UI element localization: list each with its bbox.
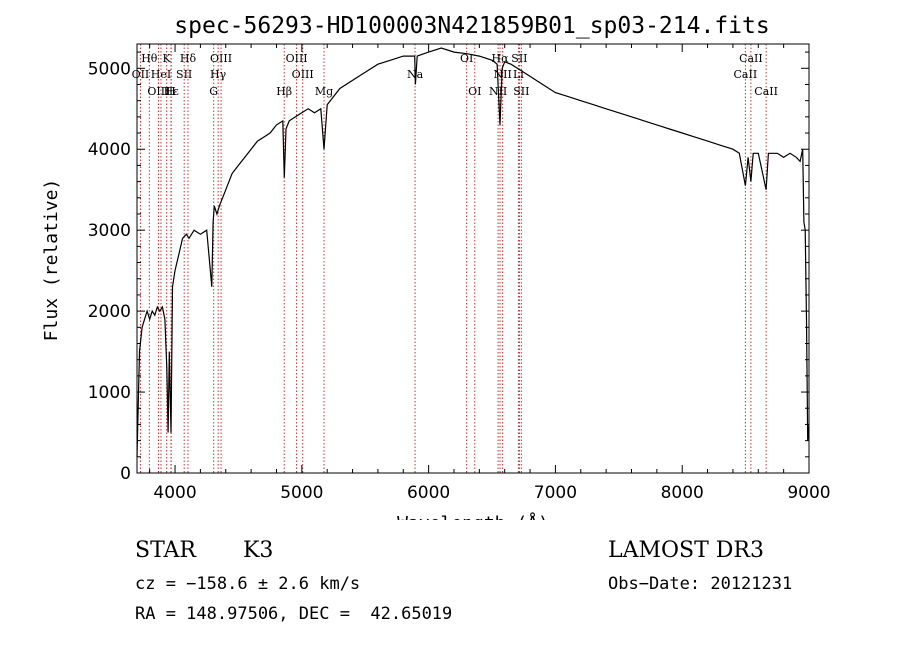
x-tick-label-1: 5000 [280, 483, 323, 503]
line-markers [139, 44, 767, 473]
marker-label-26: SII [513, 85, 529, 98]
marker-label-5: OI [460, 52, 473, 65]
marker-label-23: Mg [315, 85, 333, 98]
redshift-cz: cz = −158.6 ± 2.6 km/s [135, 574, 361, 594]
x-axis-label: Wavelength (Å) [397, 512, 549, 520]
marker-label-4: OIII [286, 52, 308, 65]
y-tick-label-1: 1000 [88, 383, 131, 403]
marker-label-3: OIII [210, 52, 232, 65]
spectrum-line [136, 47, 810, 457]
y-tick-label-3: 3000 [88, 221, 131, 241]
object-subclass: K3 [243, 538, 274, 563]
x-tick-label-0: 4000 [153, 483, 196, 503]
y-tick-label-4: 4000 [88, 140, 131, 160]
x-tick-label-3: 7000 [534, 483, 577, 503]
y-tick-label-0: 0 [120, 464, 131, 484]
marker-label-21: G [209, 85, 218, 98]
x-axis-ticks: 4000 5000 6000 7000 8000 9000 [149, 44, 831, 503]
y-axis-label: Flux (relative) [41, 179, 62, 342]
plot-frame [136, 43, 810, 474]
spectrum-plot: spec-56293-HD100003N421859B01_sp03-214.f… [41, 13, 831, 520]
marker-label-18: OIII [147, 85, 169, 98]
object-class: STAR [135, 538, 196, 563]
marker-label-11: SII [176, 68, 192, 81]
marker-label-19: Hε [164, 85, 180, 98]
y-tick-label-5: 5000 [88, 59, 131, 79]
y-tick-label-2: 2000 [88, 302, 131, 322]
chart-title: spec-56293-HD100003N421859B01_sp03-214.f… [174, 13, 769, 39]
marker-label-9: OII [132, 68, 150, 81]
marker-label-16: Li [513, 68, 524, 81]
marker-label-10: HeI [151, 68, 171, 81]
marker-label-24: OI [468, 85, 481, 98]
x-tick-label-2: 6000 [407, 483, 450, 503]
marker-label-27: CaII [754, 85, 778, 98]
marker-label-17: CaII [734, 68, 758, 81]
marker-label-13: OIII [292, 68, 314, 81]
observation-date: Obs−Date: 20121231 [608, 574, 793, 594]
marker-label-8: CaII [739, 52, 763, 65]
marker-label-22: Hβ [276, 85, 292, 98]
marker-label-0: Hθ [141, 52, 158, 65]
x-tick-label-4: 8000 [661, 483, 704, 503]
marker-label-20: H [166, 85, 176, 98]
marker-label-12: Hγ [210, 68, 227, 81]
survey-name: LAMOST DR3 [608, 538, 764, 563]
x-tick-label-5: 9000 [787, 483, 830, 503]
marker-label-1: K [163, 52, 172, 65]
sky-coordinates: RA = 148.97506, DEC = 42.65019 [135, 604, 453, 624]
marker-label-2: Hδ [180, 52, 197, 65]
y-axis-ticks: 0 1000 2000 3000 4000 5000 [88, 51, 809, 484]
marker-label-7: SII [511, 52, 527, 65]
